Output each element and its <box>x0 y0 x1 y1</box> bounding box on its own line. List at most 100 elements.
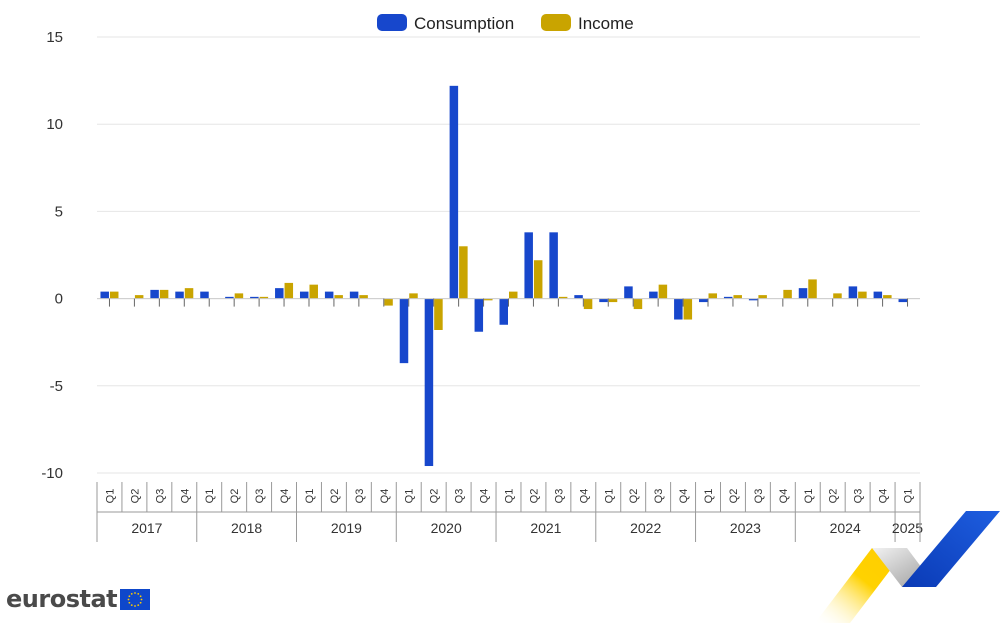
bar-income[interactable] <box>259 296 269 299</box>
bar-consumption[interactable] <box>723 296 733 299</box>
flag-star <box>128 601 131 604</box>
bar-income[interactable] <box>883 295 892 299</box>
bar-consumption[interactable] <box>624 286 633 299</box>
flag-star <box>137 603 140 606</box>
bar-consumption[interactable] <box>100 291 109 299</box>
bar-income[interactable] <box>558 296 568 299</box>
bar-consumption[interactable] <box>175 291 184 299</box>
y-tick-label: 15 <box>46 29 63 46</box>
bar-income[interactable] <box>484 298 493 301</box>
flag-star <box>134 604 137 607</box>
bar-consumption[interactable] <box>275 288 284 299</box>
bar-income[interactable] <box>134 295 144 299</box>
bar-income[interactable] <box>533 260 543 299</box>
bar-income[interactable] <box>434 298 443 330</box>
bar-consumption[interactable] <box>848 286 858 299</box>
bar-consumption[interactable] <box>449 85 459 299</box>
bar-income[interactable] <box>234 293 244 299</box>
legend[interactable]: Consumption Income <box>377 14 634 33</box>
bar-consumption[interactable] <box>898 298 908 303</box>
bar-consumption[interactable] <box>474 298 484 332</box>
bar-income[interactable] <box>509 291 518 299</box>
bar-income[interactable] <box>334 295 343 299</box>
bar-income[interactable] <box>833 293 842 299</box>
y-tick-label: 10 <box>46 116 63 133</box>
bar-income[interactable] <box>608 298 618 303</box>
bar-income[interactable] <box>683 298 693 320</box>
bar-income[interactable] <box>808 279 817 299</box>
quarter-tick-label: Q4 <box>578 489 590 504</box>
bar-income[interactable] <box>109 291 119 299</box>
bar-income[interactable] <box>459 246 468 299</box>
quarter-tick-label: Q2 <box>728 489 740 504</box>
bar-income[interactable] <box>384 298 393 306</box>
bar-income[interactable] <box>858 291 867 299</box>
flag-star <box>127 598 130 600</box>
year-tick-label: 2017 <box>131 520 162 536</box>
year-tick-label: 2019 <box>331 520 362 536</box>
quarter-tick-label: Q4 <box>279 489 291 504</box>
bar-income[interactable] <box>409 293 418 299</box>
quarter-tick-label: Q1 <box>703 489 715 504</box>
quarter-tick-label: Q2 <box>229 489 241 504</box>
year-tick-label: 2022 <box>630 520 661 536</box>
bar-income[interactable] <box>359 295 368 299</box>
bar-income[interactable] <box>184 288 194 299</box>
bar-consumption[interactable] <box>250 296 259 299</box>
quarter-tick-label: Q3 <box>553 489 565 504</box>
bar-consumption[interactable] <box>299 291 309 299</box>
quarter-tick-label: Q1 <box>603 489 615 504</box>
quarter-tick-label: Q2 <box>528 489 540 504</box>
bar-income[interactable] <box>658 284 668 299</box>
bar-income[interactable] <box>783 289 792 299</box>
bar-consumption[interactable] <box>873 291 883 299</box>
quarter-tick-label: Q1 <box>903 489 915 504</box>
bar-consumption[interactable] <box>549 232 558 299</box>
bar-consumption[interactable] <box>798 288 808 299</box>
bar-income[interactable] <box>159 289 169 299</box>
bar-consumption[interactable] <box>574 295 583 299</box>
bar-consumption[interactable] <box>225 296 234 299</box>
y-tick-label: 0 <box>55 291 63 308</box>
bar-consumption[interactable] <box>424 298 434 467</box>
bar-consumption[interactable] <box>200 291 209 299</box>
legend-item-consumption[interactable]: Consumption <box>377 14 514 33</box>
quarter-tick-label: Q4 <box>479 489 491 504</box>
year-tick-label: 2024 <box>830 520 861 536</box>
quarter-tick-label: Q4 <box>678 489 690 504</box>
flag-star <box>137 592 140 595</box>
y-axis: 15 10 5 0 -5 -10 <box>41 29 63 482</box>
bar-consumption[interactable] <box>399 298 409 364</box>
quarter-tick-label: Q3 <box>853 489 865 504</box>
bar-income[interactable] <box>633 298 643 310</box>
quarter-tick-label: Q1 <box>204 489 216 504</box>
quarter-tick-label: Q1 <box>404 489 416 504</box>
eu-flag-icon <box>120 588 151 610</box>
bar-consumption[interactable] <box>674 298 683 320</box>
year-tick-label: 2018 <box>231 520 262 536</box>
bar-consumption[interactable] <box>699 298 708 303</box>
bar-consumption[interactable] <box>324 291 334 299</box>
legend-item-income[interactable]: Income <box>541 14 634 33</box>
bar-consumption[interactable] <box>150 289 159 299</box>
bar-consumption[interactable] <box>649 291 658 299</box>
legend-label-income: Income <box>578 14 634 33</box>
bar-income[interactable] <box>284 282 294 299</box>
gridlines <box>97 36 920 474</box>
bar-consumption[interactable] <box>599 298 608 303</box>
quarter-tick-label: Q2 <box>628 489 640 504</box>
legend-swatch-income <box>541 14 571 31</box>
bar-income[interactable] <box>733 295 742 299</box>
y-tick-label: 5 <box>55 203 63 220</box>
bar-income[interactable] <box>309 284 318 299</box>
bar-income[interactable] <box>708 293 718 299</box>
quarter-tick-label: Q3 <box>154 489 166 504</box>
bar-consumption[interactable] <box>499 298 509 325</box>
bar-consumption[interactable] <box>748 298 758 301</box>
bar-consumption[interactable] <box>349 291 359 299</box>
quarter-tick-label: Q1 <box>803 489 815 504</box>
bar-income[interactable] <box>758 295 767 299</box>
quarter-tick-label: Q2 <box>828 489 840 504</box>
bar-consumption[interactable] <box>524 232 533 299</box>
bar-income[interactable] <box>583 298 593 310</box>
